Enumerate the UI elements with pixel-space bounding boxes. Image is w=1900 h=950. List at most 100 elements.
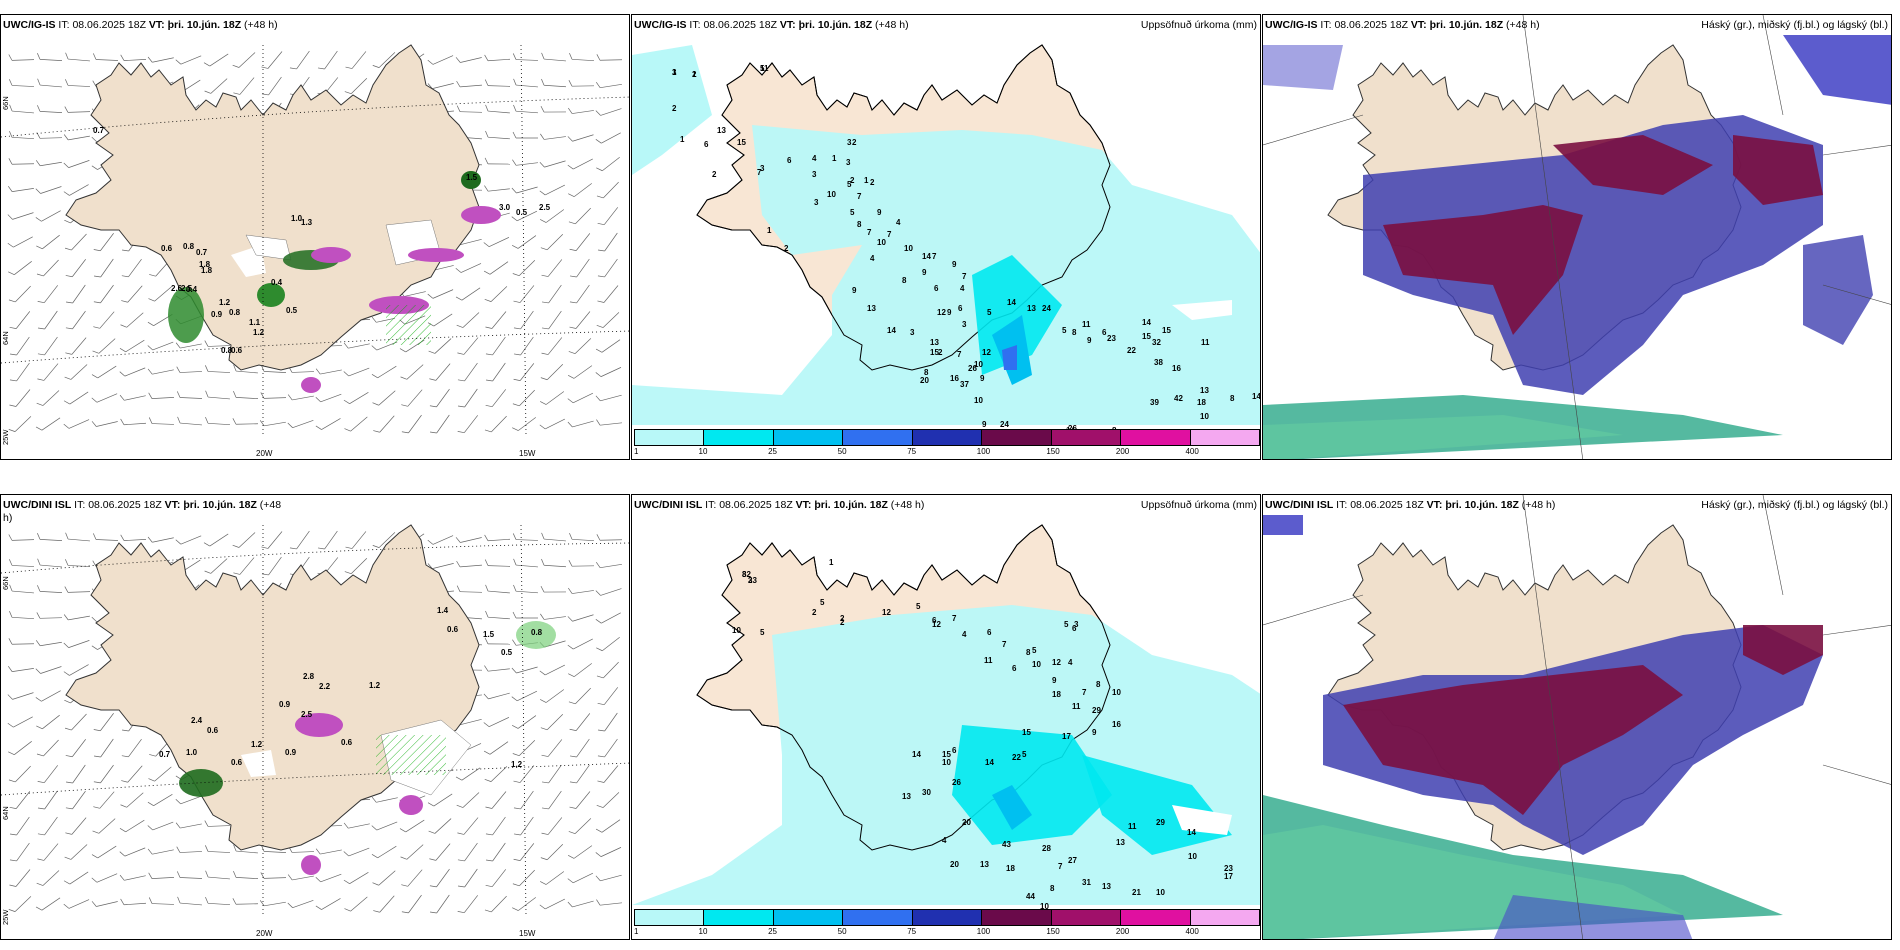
colorbar-label: 150 (1046, 927, 1060, 936)
colorbar-label: 400 (1185, 927, 1199, 936)
precip-total-label: 2 (784, 244, 789, 253)
precip-total-label: 14 (1066, 426, 1075, 431)
colorbar-label: 75 (907, 927, 917, 936)
lat-label-66n: 66N (1, 96, 10, 110)
colorbar-labels: 1 10 25 50 75 100 150 200 400 (632, 927, 1260, 939)
wind-barb (205, 416, 230, 426)
wind-barb (63, 419, 90, 429)
wind-barb (569, 738, 590, 758)
wind-barb (485, 336, 506, 356)
precip-amount-label: 2.2 (319, 682, 331, 691)
wind-barb (345, 531, 367, 549)
precip-total-label: 14 (887, 326, 896, 335)
precip-amount-label: 1.0 (291, 214, 303, 223)
wind-barb (483, 261, 509, 275)
precip-total-label: 13 (1102, 882, 1111, 891)
precip-amount-label: 0.5 (516, 208, 528, 217)
precip-amount-label: 1.2 (219, 298, 231, 307)
wind-barb (289, 50, 310, 70)
wind-barb (455, 767, 481, 781)
colorbar-swatch (1190, 910, 1259, 925)
wind-barb (569, 233, 591, 251)
precip-amount-label: 1.2 (511, 760, 523, 769)
precip-total-label: 3 (814, 198, 819, 207)
wind-barb (64, 233, 87, 251)
wind-barb (65, 259, 86, 278)
precip-amount-label: 3.0 (499, 203, 511, 212)
wind-barb (343, 392, 369, 404)
wind-barb (7, 212, 34, 220)
colorbar-swatches (634, 429, 1260, 446)
precip-total-label: 7 (1082, 688, 1087, 697)
precip-total-label: 12 (982, 348, 991, 357)
wind-barb (372, 390, 396, 406)
wind-barb (232, 418, 259, 425)
precip-total-label: 9 (1092, 728, 1097, 737)
colorbar-label: 400 (1185, 447, 1199, 456)
precip-total-label: 16 (1172, 364, 1181, 373)
wind-barb (261, 556, 282, 576)
wind-barb (9, 131, 35, 140)
wind-barb (119, 339, 145, 353)
colorbar-swatches (634, 909, 1260, 926)
precip-amount-label: 2.4 (191, 716, 203, 725)
wind-barb (344, 416, 368, 432)
wind-barb (457, 817, 479, 835)
precip-title: Uppsöfnuð úrkoma (mm) (1140, 19, 1257, 31)
precip-total-label: 12 (1052, 658, 1061, 667)
wind-barb (65, 79, 91, 87)
wind-barb (92, 818, 116, 834)
wind-barb (204, 820, 231, 827)
precip-total-label: 7 (1058, 862, 1063, 871)
wind-barb (232, 898, 259, 905)
colorbar-swatch (982, 910, 1052, 925)
wind-barb (568, 207, 591, 225)
wind-barb (36, 714, 60, 730)
wind-barb (343, 847, 370, 857)
wind-barb (541, 310, 562, 330)
wind-barb (176, 391, 203, 399)
precip-total-label: 4 (942, 836, 947, 845)
wind-barb (9, 869, 31, 887)
wind-barb (539, 184, 565, 196)
precip-total-label: 17 (1224, 872, 1233, 881)
precip-amount-label: 0.9 (279, 700, 291, 709)
precip-amount-label: 0.4 (271, 278, 283, 287)
wind-barb (177, 416, 202, 426)
wind-barb (176, 366, 203, 373)
wind-barb (595, 394, 622, 402)
precip-total-label: 5 (850, 208, 855, 217)
wind-barb (484, 185, 510, 192)
precip-total-label: 16 (950, 374, 959, 383)
precip-total-label: 1 (672, 68, 677, 77)
wind-barb (8, 534, 35, 541)
wind-barb (37, 765, 59, 784)
colorbar: 1 10 25 50 75 100 150 200 400 (632, 429, 1260, 459)
precip-total-label: 10 (1200, 412, 1209, 421)
colorbar-swatch (704, 910, 774, 925)
wind-barb (567, 638, 593, 650)
wind-barb (540, 233, 564, 251)
wind-barb (568, 183, 592, 197)
wind-barb (287, 899, 314, 909)
precip-total-label: 1 (680, 135, 685, 144)
wind-barb (119, 394, 146, 401)
wind-barb (147, 56, 174, 63)
wind-barb (121, 765, 143, 783)
wind-barb (429, 363, 451, 381)
wind-barb (147, 848, 174, 855)
precip-total-label: 2 (692, 70, 697, 79)
wind-barb (401, 389, 423, 407)
wind-barb (8, 765, 31, 783)
precip-amount-label: 0.9 (285, 748, 297, 757)
wind-barb (35, 897, 61, 911)
wind-barb (65, 284, 86, 304)
precip-total-label: 3 (760, 164, 765, 173)
wind-barb (233, 391, 259, 400)
wind-barb (596, 792, 620, 808)
wind-barb (120, 534, 147, 541)
precip-amount-label: 0.8 (221, 346, 233, 355)
wind-barb (567, 420, 594, 428)
wind-barb (596, 156, 620, 172)
wind-barb (65, 52, 90, 62)
